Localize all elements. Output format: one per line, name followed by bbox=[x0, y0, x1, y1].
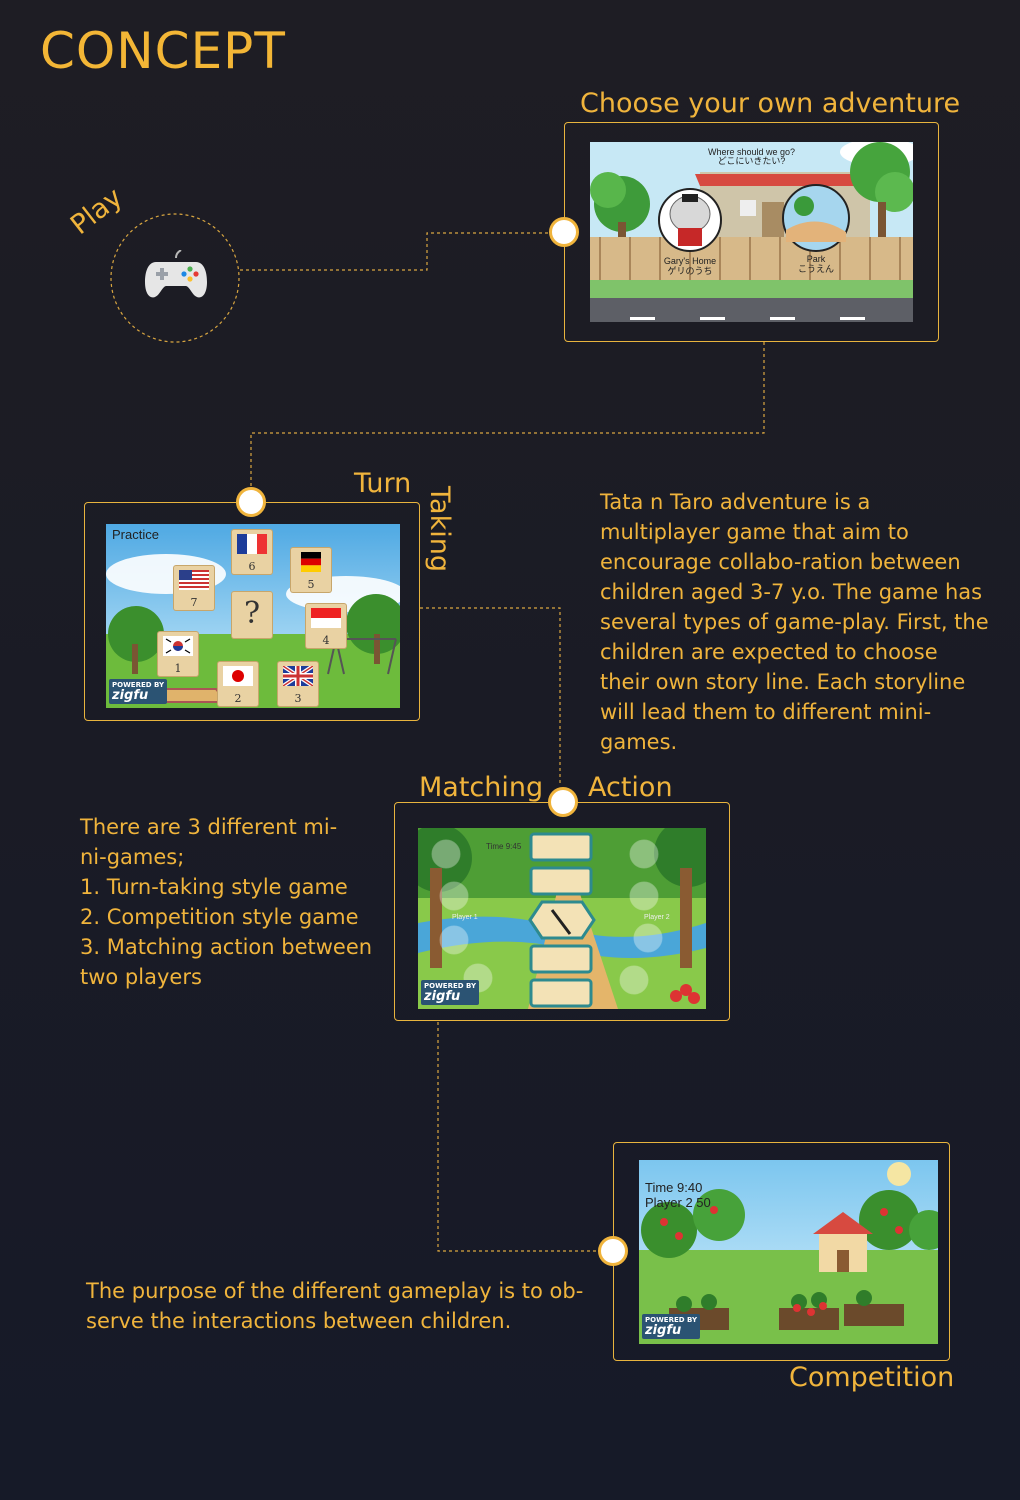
competition-score: Player 2 50 bbox=[645, 1195, 711, 1210]
choice1-en: Gary's Home bbox=[663, 256, 717, 266]
adventure-question-jp: どこにいきたい? bbox=[717, 156, 786, 166]
matching-node[interactable] bbox=[548, 787, 578, 817]
competition-screenshot[interactable]: Time 9:40 Player 2 50 POWERED BY zigfu bbox=[639, 1160, 938, 1344]
choice-park[interactable]: Park こうえん bbox=[786, 254, 846, 274]
flag-card-korea[interactable]: 1 bbox=[158, 632, 198, 676]
connector-adventure-turn bbox=[250, 342, 765, 488]
zigfu-badge: POWERED BY zigfu bbox=[109, 679, 168, 704]
action-label: Action bbox=[588, 772, 673, 803]
game-description: Tata n Taro adventure is a multiplayer g… bbox=[600, 490, 989, 754]
practice-title: Practice bbox=[112, 527, 159, 542]
powered-by-text: POWERED BY bbox=[645, 1316, 698, 1324]
turn-taking-node[interactable] bbox=[236, 487, 266, 517]
adventure-node[interactable] bbox=[549, 217, 579, 247]
choice2-en: Park bbox=[806, 254, 826, 264]
card-number: 2 bbox=[234, 692, 242, 705]
card-number: 3 bbox=[294, 692, 302, 705]
zigfu-brand: zigfu bbox=[645, 1323, 682, 1338]
minigames-line: ni-games; bbox=[80, 845, 185, 869]
matching-label: Matching bbox=[419, 772, 544, 803]
minigames-line: 2. Competition style game bbox=[80, 905, 359, 929]
competition-hud: Time 9:40 Player 2 50 bbox=[645, 1180, 711, 1210]
play-circle bbox=[110, 213, 240, 343]
purpose-line: The purpose of the different gameplay is… bbox=[86, 1279, 584, 1303]
zigfu-brand: zigfu bbox=[112, 688, 149, 703]
flag-card-germany[interactable]: 5 bbox=[291, 548, 331, 592]
competition-node[interactable] bbox=[598, 1236, 628, 1266]
turn-taking-screenshot[interactable]: Practice 6 5 7 ? 4 1 2 3 POWERED BY zigf… bbox=[106, 524, 400, 708]
competition-timer: Time 9:40 bbox=[645, 1180, 703, 1195]
gamepad-icon[interactable] bbox=[144, 250, 208, 300]
minigames-text: There are 3 different mi- ni-games; 1. T… bbox=[80, 812, 390, 992]
minigames-line: two players bbox=[80, 965, 202, 989]
powered-by-text: POWERED BY bbox=[112, 681, 165, 689]
flag-card-usa[interactable]: 7 bbox=[174, 566, 214, 610]
matching-timer: Time 9:45 bbox=[486, 842, 522, 851]
matching-screenshot[interactable]: Time 9:45 Player 1 Player 2 POWERED BY z… bbox=[418, 828, 706, 1009]
purpose-line: serve the interactions between children. bbox=[86, 1309, 512, 1333]
minigames-line: There are 3 different mi- bbox=[80, 815, 338, 839]
competition-label: Competition bbox=[789, 1362, 955, 1393]
minigames-line: 1. Turn-taking style game bbox=[80, 875, 348, 899]
choice1-jp: ゲリのうち bbox=[667, 266, 713, 276]
zigfu-badge: POWERED BY zigfu bbox=[421, 980, 480, 1005]
connector-turn-matching bbox=[420, 607, 561, 786]
choice2-jp: こうえん bbox=[797, 264, 834, 274]
connector-matching-competition bbox=[437, 1022, 598, 1252]
card-number: 4 bbox=[322, 634, 330, 647]
page-title: CONCEPT bbox=[40, 22, 286, 80]
taking-label: Taking bbox=[424, 486, 455, 572]
card-number: 6 bbox=[248, 560, 256, 573]
adventure-question-en: Where should we go? bbox=[707, 147, 796, 157]
flag-card-france[interactable]: 6 bbox=[232, 530, 272, 574]
flag-card-japan[interactable]: 2 bbox=[218, 662, 258, 706]
turn-label: Turn bbox=[354, 468, 412, 499]
zigfu-brand: zigfu bbox=[424, 989, 461, 1004]
minigames-line: 3. Matching action between bbox=[80, 935, 373, 959]
question-mark: ? bbox=[243, 596, 261, 631]
player2-label: Player 2 bbox=[644, 914, 670, 921]
adventure-screenshot[interactable]: Where should we go? どこにいきたい? Gary's Home… bbox=[590, 142, 913, 322]
choice-garys-home[interactable]: Gary's Home ゲリのうち bbox=[654, 256, 726, 276]
card-number: 1 bbox=[174, 662, 182, 675]
adventure-label: Choose your own adventure bbox=[580, 88, 961, 119]
mystery-card[interactable]: ? bbox=[232, 592, 272, 638]
purpose-text: The purpose of the different gameplay is… bbox=[86, 1276, 586, 1336]
card-number: 7 bbox=[190, 596, 198, 609]
connector-play-adventure bbox=[240, 232, 548, 271]
flag-card-indonesia[interactable]: 4 bbox=[306, 604, 346, 648]
player1-label: Player 1 bbox=[452, 914, 478, 921]
card-number: 5 bbox=[307, 578, 315, 591]
powered-by-text: POWERED BY bbox=[424, 982, 477, 990]
zigfu-badge: POWERED BY zigfu bbox=[642, 1314, 701, 1339]
flag-card-uk[interactable]: 3 bbox=[278, 662, 318, 706]
